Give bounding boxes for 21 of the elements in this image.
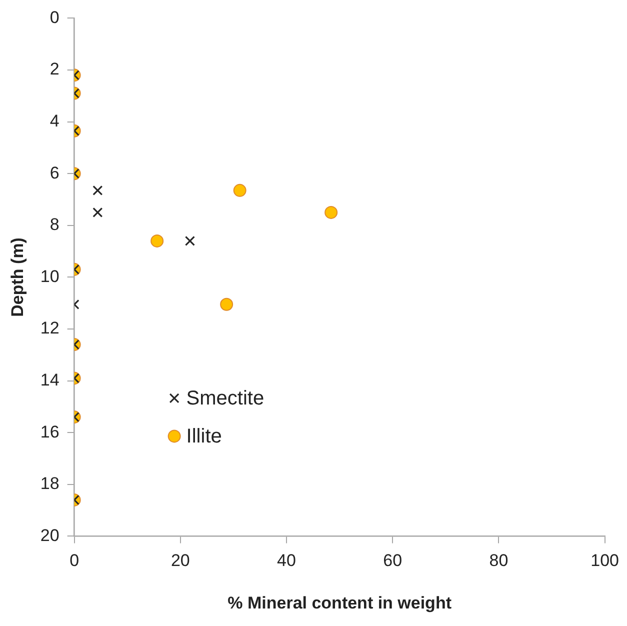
x-axis-title: % Mineral content in weight: [228, 593, 452, 612]
y-tick-label: 10: [40, 266, 60, 286]
y-tick-label: 20: [40, 526, 60, 545]
legend-label: Illite: [186, 426, 222, 448]
legend-label: Smectite: [186, 388, 264, 410]
x-tick-label: 60: [383, 551, 402, 570]
y-tick-label: 8: [50, 215, 60, 234]
x-tick-label: 40: [277, 551, 296, 570]
x-tick-label: 20: [170, 551, 190, 570]
y-tick-label: 14: [40, 370, 60, 390]
x-tick-label: 80: [489, 551, 508, 570]
y-tick-label: 0: [50, 8, 60, 27]
y-tick-label: 6: [50, 163, 60, 182]
y-tick-label: 16: [40, 422, 60, 442]
y-tick-label: 2: [50, 60, 60, 79]
y-tick-label: 4: [50, 111, 60, 130]
y-tick-label: 12: [40, 318, 60, 338]
x-tick-label: 100: [590, 551, 620, 570]
y-tick-label: 18: [40, 474, 60, 494]
x-tick-label: 0: [70, 551, 80, 570]
y-axis-title: Depth (m): [8, 238, 27, 317]
